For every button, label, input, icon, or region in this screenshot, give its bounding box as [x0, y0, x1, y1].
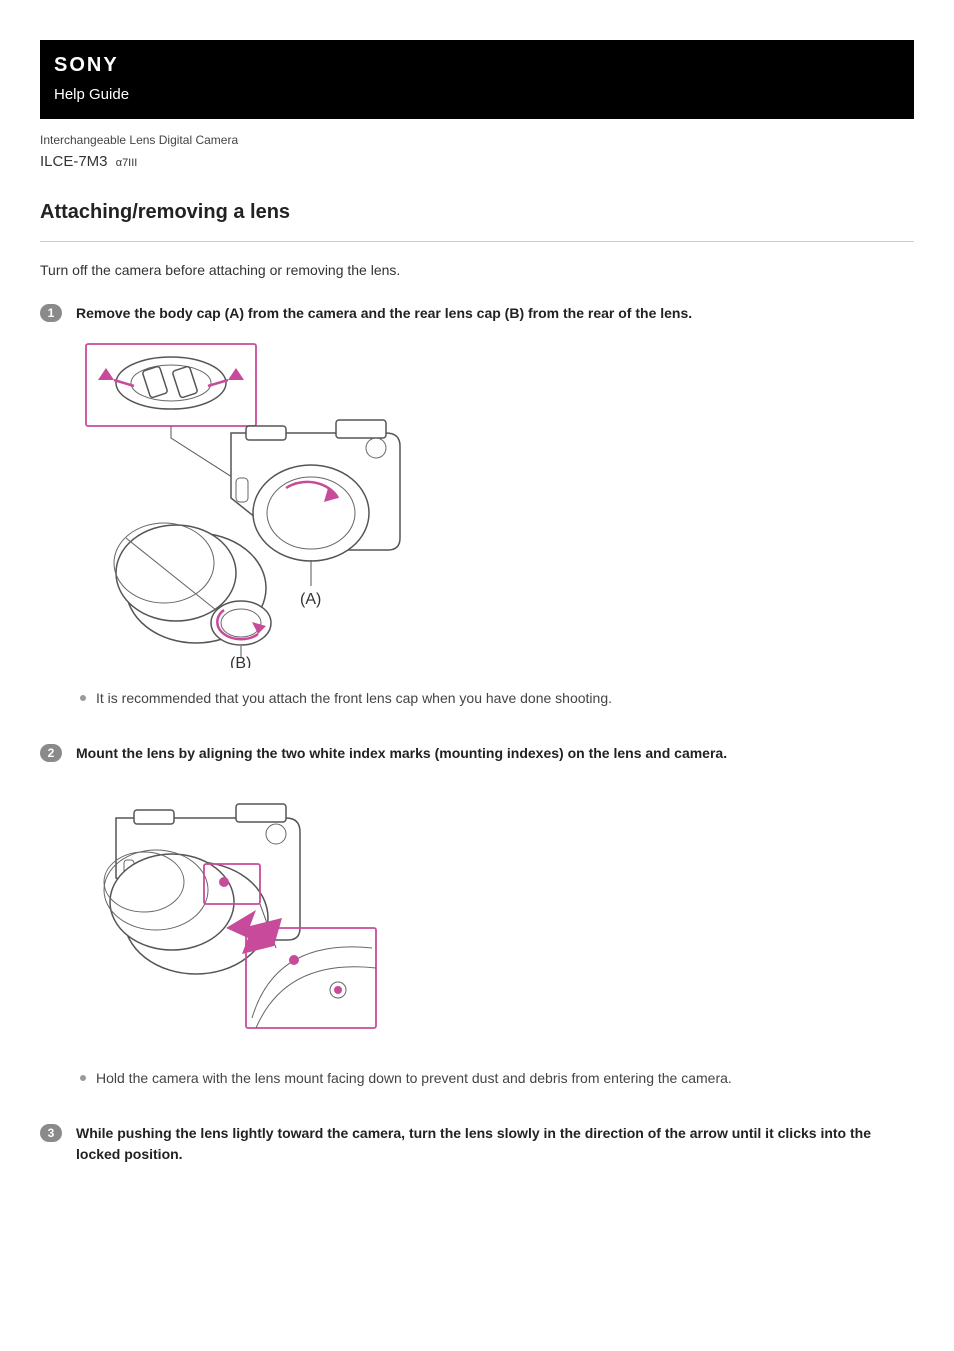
bullet-item: Hold the camera with the lens mount faci…	[80, 1068, 914, 1089]
illustration-remove-caps: (A) (B)	[76, 338, 914, 674]
illustration-align-marks	[76, 778, 914, 1054]
header-bar: SONY Help Guide	[40, 40, 914, 119]
step-heading: Remove the body cap (A) from the camera …	[76, 303, 914, 324]
step-body: Mount the lens by aligning the two white…	[76, 743, 914, 1095]
step-badge: 2	[40, 744, 62, 762]
label-a: (A)	[300, 591, 321, 608]
help-guide-label: Help Guide	[54, 84, 900, 107]
step-heading: Mount the lens by aligning the two white…	[76, 743, 914, 764]
bullet-item: It is recommended that you attach the fr…	[80, 688, 914, 709]
label-b: (B)	[230, 655, 251, 668]
step-body: While pushing the lens lightly toward th…	[76, 1123, 914, 1179]
step-badge: 3	[40, 1124, 62, 1142]
product-category: Interchangeable Lens Digital Camera	[40, 131, 914, 149]
intro-paragraph: Turn off the camera before attaching or …	[40, 260, 914, 281]
step-2-bullets: Hold the camera with the lens mount faci…	[76, 1068, 914, 1089]
title-rule	[40, 241, 914, 242]
step-2: 2 Mount the lens by aligning the two whi…	[40, 743, 914, 1095]
brand-logo: SONY	[54, 50, 900, 80]
lens-cap-diagram-svg: (A) (B)	[76, 338, 416, 668]
step-heading: While pushing the lens lightly toward th…	[76, 1123, 914, 1165]
step-3: 3 While pushing the lens lightly toward …	[40, 1123, 914, 1179]
page: SONY Help Guide Interchangeable Lens Dig…	[0, 0, 954, 1267]
page-title: Attaching/removing a lens	[40, 197, 914, 227]
model-code: ILCE-7M3	[40, 153, 108, 170]
model-alias: α7III	[116, 157, 138, 169]
step-1: 1 Remove the body cap (A) from the camer…	[40, 303, 914, 715]
step-body: Remove the body cap (A) from the camera …	[76, 303, 914, 715]
step-1-bullets: It is recommended that you attach the fr…	[76, 688, 914, 709]
product-model: ILCE-7M3 α7III	[40, 151, 914, 174]
step-badge: 1	[40, 304, 62, 322]
mount-align-diagram-svg	[76, 778, 416, 1048]
